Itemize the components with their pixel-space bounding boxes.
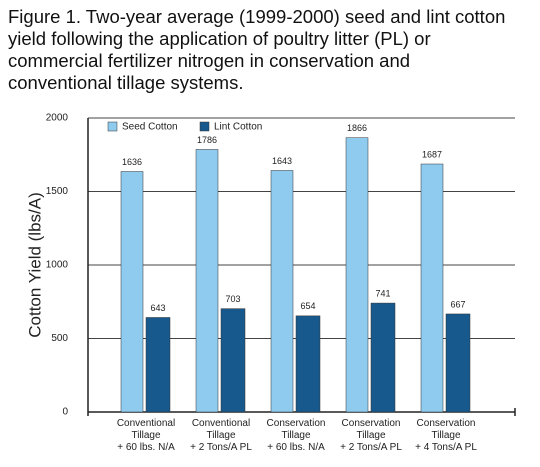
value-label: 654 [300,301,315,311]
bar [120,171,144,413]
bar [295,315,321,413]
bar [445,313,471,413]
value-label: 1866 [347,123,367,133]
bar [420,163,444,413]
value-label: 667 [450,299,465,309]
legend-label: Lint Cotton [214,122,262,133]
y-tick-label: 0 [62,407,68,418]
bar [345,137,369,413]
legend-label: Seed Cotton [122,122,178,133]
bar [195,149,219,413]
bar [270,170,294,413]
y-axis-label: Cotton Yield (lbs/A) [25,192,44,338]
y-tick-label: 1500 [46,186,69,197]
legend-swatch [107,121,118,132]
x-tick-label: Conservation Tillage + 60 lbs. N/A [266,418,326,453]
x-tick-label: Conventional Tillage + 2 Tons/A PL [190,418,252,453]
x-tick-label: Conventional Tillage + 60 lbs. N/A [116,418,176,453]
value-label: 1643 [272,156,292,166]
value-label: 643 [150,303,165,313]
value-label: 703 [225,294,240,304]
y-tick-label: 2000 [46,113,69,124]
y-tick-label: 1000 [46,260,69,271]
value-label: 1786 [197,135,217,145]
legend-swatch [199,121,210,132]
x-tick-label: Conservation Tillage + 2 Tons/A PL [340,418,402,453]
x-tick-label: Conservation Tillage + 4 Tons/A PL [415,418,477,453]
chart-title: Figure 1. Two-year average (1999-2000) s… [8,6,506,93]
bar [220,308,246,413]
value-label: 741 [375,288,390,298]
bar [370,302,396,413]
y-tick-label: 500 [51,333,68,344]
bar [145,317,171,413]
value-label: 1636 [122,157,142,167]
value-label: 1687 [422,149,442,159]
